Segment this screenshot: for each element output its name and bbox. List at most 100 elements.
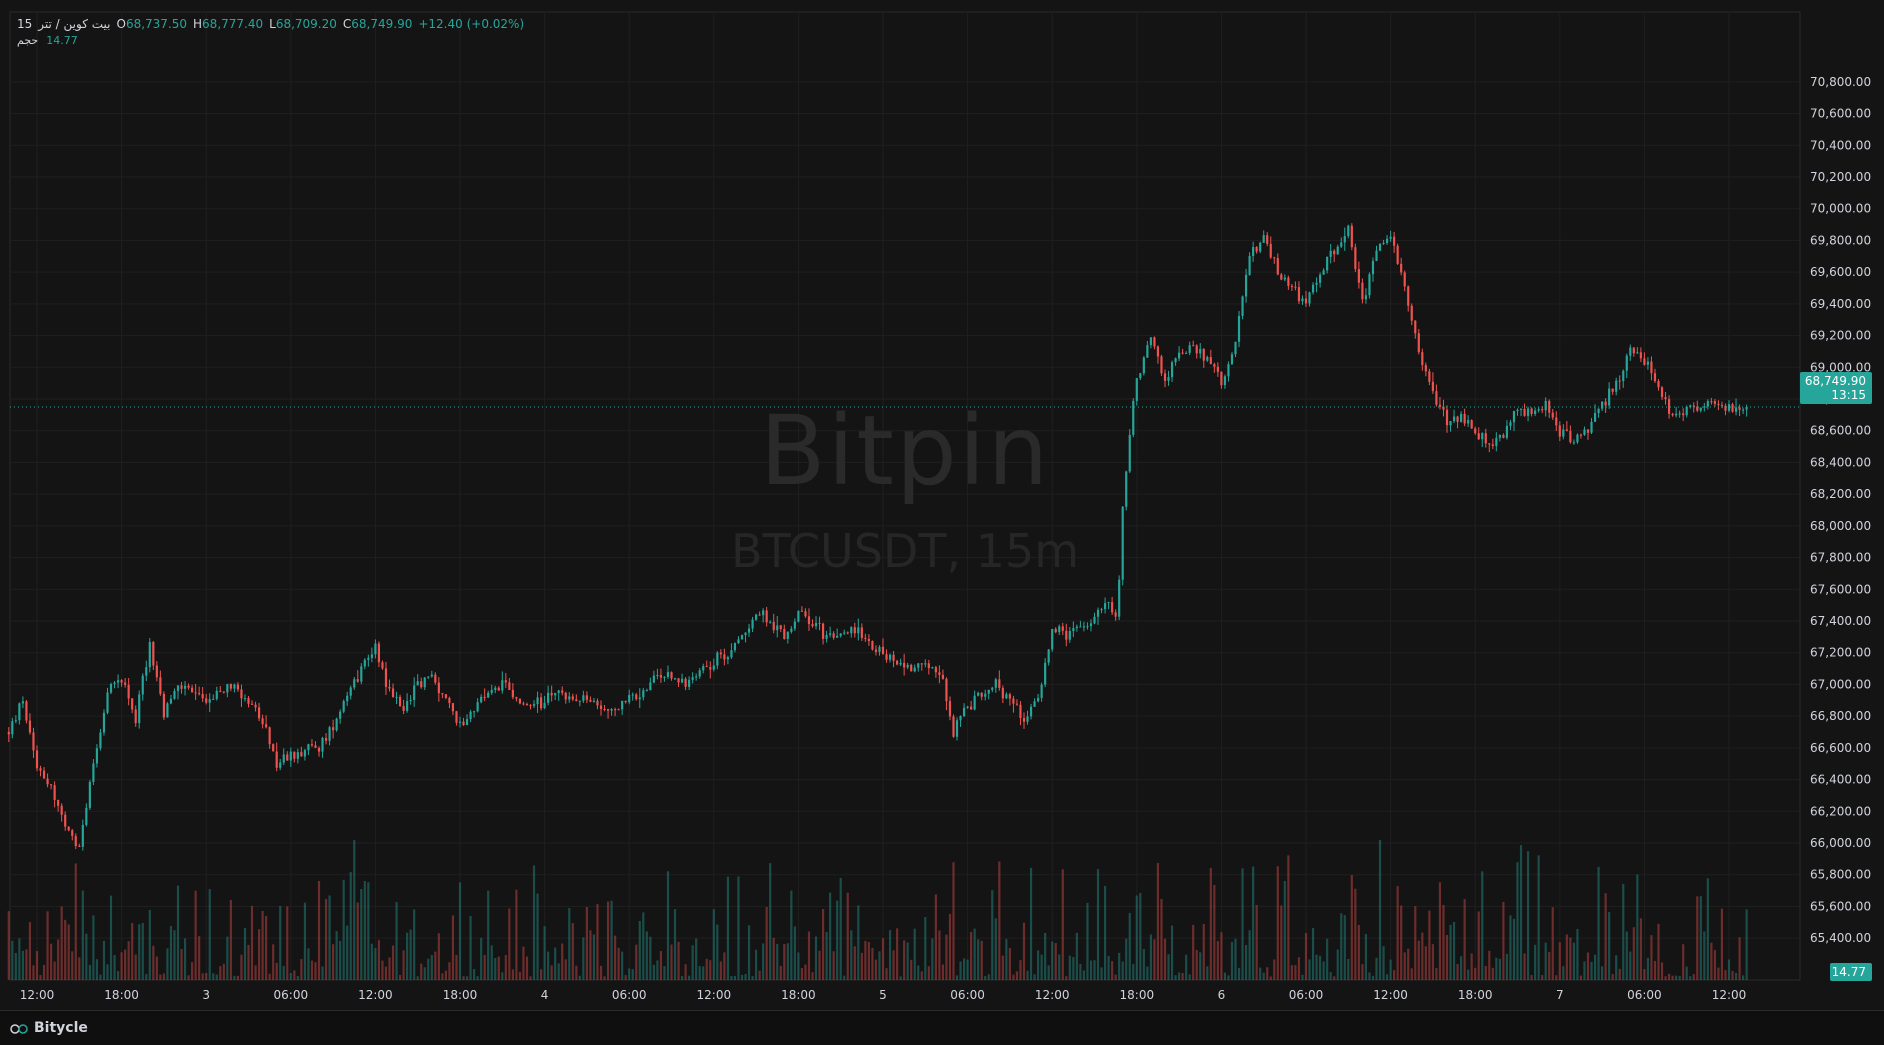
volume-bar [1262, 972, 1265, 980]
candle-body [1727, 404, 1731, 411]
candle-body [1125, 471, 1128, 507]
volume-bar [1555, 975, 1558, 980]
volume-bar [712, 909, 715, 980]
candle-body [525, 704, 529, 706]
candle-body [198, 693, 201, 695]
candle-body [145, 667, 148, 676]
candle-body [437, 682, 440, 694]
candle-body [180, 685, 183, 689]
volume-bar [614, 935, 617, 980]
volume-bar [1569, 937, 1572, 980]
candle-body [46, 778, 49, 785]
volume-bar [1650, 935, 1653, 980]
candle-body [398, 696, 402, 707]
plot-area [9, 11, 1801, 981]
candle-body [874, 649, 878, 652]
volume-bar [1280, 905, 1283, 980]
volume-bar [1213, 885, 1216, 980]
candle-body [201, 694, 204, 699]
candle-body [7, 732, 10, 735]
volume-bar [300, 959, 303, 980]
volume-bar [57, 939, 60, 980]
candle-body [716, 652, 719, 666]
candle-body [617, 709, 620, 711]
candle-body [1664, 397, 1667, 400]
volume-bar [1526, 851, 1530, 980]
volume-bar [1255, 905, 1258, 980]
candle-body [367, 657, 370, 660]
volume-bar [1682, 944, 1685, 980]
footer-logo-text[interactable]: Bitycle [34, 1020, 88, 1036]
volume-bar [568, 908, 571, 980]
candle-body [1273, 257, 1276, 259]
volume-bar [289, 973, 292, 980]
candle-body [1703, 406, 1706, 408]
candle-body [695, 676, 698, 678]
volume-bar [955, 975, 959, 980]
legend-low-label: L [269, 17, 276, 31]
legend-close-label: C [342, 17, 352, 31]
candle-body [631, 694, 634, 696]
volume-bar [1558, 942, 1561, 980]
candle-body [148, 642, 151, 668]
legend-open-label: O [116, 17, 126, 31]
candle-body [649, 682, 652, 691]
candle-body [1329, 250, 1332, 257]
volume-bar [1195, 949, 1198, 980]
volume-bar [25, 949, 28, 980]
candle-body [1343, 236, 1346, 243]
volume-bar [1326, 938, 1329, 980]
candle-body [624, 700, 627, 703]
legend-change: +12.40 (+0.02%) [418, 17, 525, 31]
candle-body [606, 709, 610, 711]
volume-bar [1537, 855, 1540, 980]
volume-bar [1139, 892, 1142, 980]
volume-bar [487, 890, 490, 980]
candle-body [765, 610, 768, 623]
candle-body [67, 826, 70, 831]
volume-bar [169, 925, 173, 980]
volume-bar [1456, 964, 1459, 980]
volume-bar [314, 962, 317, 980]
volume-bar [50, 943, 53, 980]
candle-body [1012, 698, 1015, 704]
volume-bar [81, 890, 84, 980]
volume-bar [398, 974, 402, 980]
candle-body [1601, 401, 1604, 409]
volume-bar [14, 952, 17, 980]
volume-bar [797, 952, 800, 980]
volume-bar [1717, 967, 1720, 980]
x-tick-label: 12:00 [20, 988, 55, 1002]
volume-bar [1012, 974, 1015, 980]
candle-body [250, 703, 254, 705]
y-tick-label: 65,400.00 [1810, 931, 1871, 945]
volume-bar [226, 936, 229, 980]
candle-body [1579, 434, 1583, 436]
volume-bar [1562, 966, 1565, 980]
volume-bar [878, 951, 881, 980]
candle-body [430, 674, 433, 677]
candle-body [899, 663, 902, 665]
candle-body [1132, 400, 1135, 435]
candle-body [1044, 662, 1047, 685]
volume-bar [1227, 975, 1230, 980]
volume-bar [807, 931, 811, 980]
candle-body [1019, 704, 1022, 718]
volume-bar [370, 943, 373, 980]
candle-body [272, 744, 275, 752]
volume-bar [208, 889, 211, 980]
volume-bar [606, 901, 610, 980]
volume-bar [1541, 974, 1544, 980]
volume-bar [1259, 967, 1262, 980]
candle-body [1435, 391, 1438, 405]
candle-body [1393, 236, 1396, 246]
volume-bar [1615, 955, 1618, 980]
candle-body [1054, 628, 1057, 633]
volume-bar [1340, 913, 1343, 980]
candle-body [53, 785, 56, 800]
y-tick-label: 67,600.00 [1810, 582, 1871, 596]
candle-body [176, 685, 180, 691]
candle-body [109, 683, 113, 693]
volume-bar [99, 974, 102, 980]
